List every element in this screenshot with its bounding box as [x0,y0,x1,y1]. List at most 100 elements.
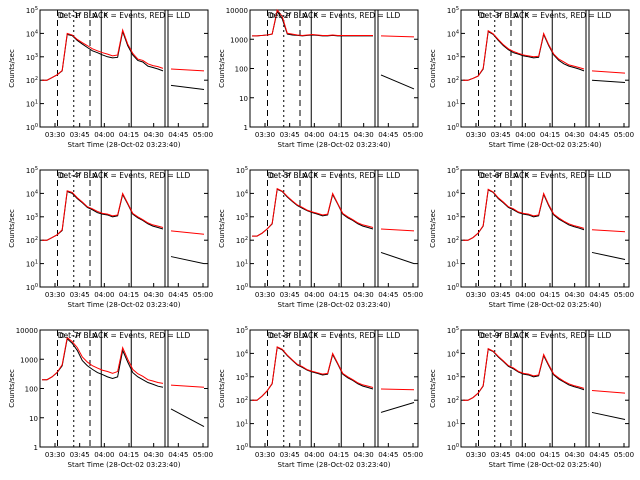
tick-label-text: 100 [447,283,459,292]
x-tick-label: 04:30 [144,451,164,459]
x-axis-label: Start Time (28-Oct-02 03:23:40) [68,141,181,149]
y-tick-label: 104 [447,189,459,198]
x-tick-label: 04:15 [119,291,139,299]
y-tick-label: 105 [236,166,248,175]
y-tick-label: 103 [26,213,38,222]
x-tick-label: 04:30 [565,291,585,299]
tick-label-text: 105 [447,326,459,335]
y-axis-label: Counts/sec [218,49,226,88]
y-tick-label: 100 [447,283,459,292]
tick-label-exponent: 5 [35,166,38,172]
series-tail-lld [380,35,415,38]
y-tick-label: 101 [447,260,459,269]
x-tick-label: 03:30 [45,131,65,139]
x-tick-label: 04:30 [565,451,585,459]
y-axis-label: Counts/sec [429,369,437,408]
x-axis-label: Start Time (28-Oct-02 03:23:40) [68,301,181,309]
x-tick-label: 03:45 [491,291,511,299]
y-tick-label: 1 [244,124,248,132]
marker-letter: P [313,332,317,340]
tick-label-exponent: 4 [35,29,38,35]
series-line-lld [252,187,374,237]
tick-label-exponent: 4 [456,29,459,35]
y-tick-label: 105 [236,326,248,335]
tick-label-text: 105 [447,166,459,175]
y-tick-label: 100 [447,123,459,132]
series-line-lld [42,190,164,241]
x-tick-label: 04:15 [540,291,560,299]
marker-letter: D [60,332,65,340]
tick-label-exponent: 2 [456,236,459,242]
y-tick-label: 104 [236,349,248,358]
y-tick-label: 104 [26,29,38,38]
chart-title: Det-3f BLACK = Events, RED = LLD [479,11,612,20]
y-tick-label: 105 [447,166,459,175]
tick-label-text: 101 [26,100,38,109]
y-tick-label: 102 [26,236,38,245]
marker-letter: P [524,332,528,340]
tick-label-text: 101 [236,420,248,429]
tick-label-exponent: 5 [245,166,248,172]
x-tick-label: 03:30 [255,451,275,459]
tick-label-exponent: 3 [35,213,38,219]
series-line-lld [42,28,164,81]
y-tick-label: 1000 [20,356,38,364]
chart-title: Det-1f BLACK = Events, RED = LLD [58,11,191,20]
series-line-lld [252,346,374,401]
tick-label-text: 104 [26,29,38,38]
series-tail-events [591,79,626,83]
tick-label-exponent: 2 [35,76,38,82]
marker-letter: P [76,12,80,20]
tick-label-exponent: 4 [245,189,248,195]
y-tick-label: 101 [236,260,248,269]
chart-panel-2: 1 10 100 1000 10000 03:30 03:45 04:00 04:15 04:30… [218,7,423,149]
marker-letter: P [76,172,80,180]
tick-label-exponent: 1 [245,420,248,426]
y-tick-label: 105 [447,326,459,335]
series-tail-events [170,408,205,427]
marker-letter: P [313,12,317,20]
series-line-events [42,337,164,388]
x-tick-label: 04:45 [378,131,398,139]
tick-label-text: 10000 [226,7,248,15]
x-tick-label: 03:45 [70,451,90,459]
x-tick-label: 03:45 [70,291,90,299]
series-tail-events [591,411,626,420]
y-tick-label: 101 [447,420,459,429]
x-tick-label: 05:00 [403,291,423,299]
marker-letter: P [286,332,290,340]
series-line-events [463,30,585,81]
tick-label-exponent: 1 [456,260,459,266]
series-tail-events [591,251,626,260]
y-tick-label: 100 [26,123,38,132]
marker-letter: P [524,172,528,180]
y-axis-label: Counts/sec [218,209,226,248]
tick-label-text: 101 [26,260,38,269]
y-tick-label: 102 [447,236,459,245]
tick-label-text: 101 [236,260,248,269]
x-tick-label: 03:30 [466,451,486,459]
x-tick-label: 04:45 [589,451,609,459]
x-tick-label: 05:00 [193,451,213,459]
tick-label-exponent: 0 [35,283,38,289]
tick-label-exponent: 0 [456,283,459,289]
tick-label-text: 101 [447,100,459,109]
series-line-events [252,346,374,401]
x-tick-label: 03:45 [491,131,511,139]
y-tick-label: 103 [447,373,459,382]
x-tick-label: 04:30 [354,451,374,459]
y-tick-label: 104 [447,349,459,358]
tick-label-text: 1 [244,124,248,132]
tick-label-text: 10000 [16,327,38,335]
x-tick-label: 04:30 [354,131,374,139]
x-tick-label: 04:30 [565,131,585,139]
marker-letter: N [302,12,307,20]
x-tick-label: 05:00 [614,451,634,459]
tick-label-exponent: 4 [245,349,248,355]
chart-title: Det-5f BLACK = Events, RED = LLD [268,171,401,180]
series-line-lld [463,188,585,241]
tick-label-exponent: 2 [456,76,459,82]
